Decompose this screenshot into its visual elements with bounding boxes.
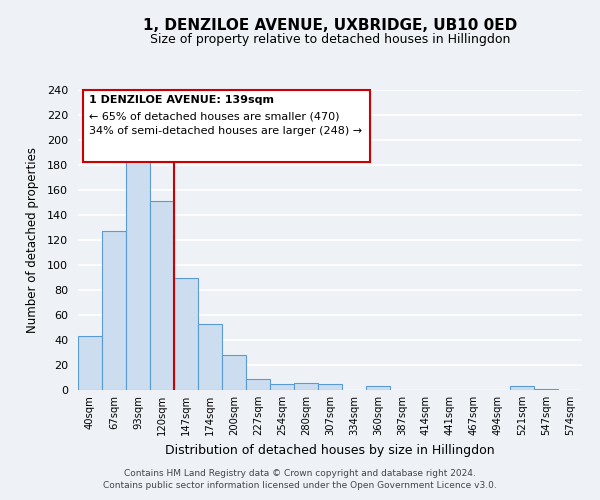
Bar — [222, 355, 246, 390]
Text: Size of property relative to detached houses in Hillingdon: Size of property relative to detached ho… — [150, 32, 510, 46]
Bar — [294, 382, 318, 390]
Bar — [510, 386, 534, 390]
Text: Contains public sector information licensed under the Open Government Licence v3: Contains public sector information licen… — [103, 481, 497, 490]
Bar — [270, 384, 294, 390]
Bar — [366, 386, 390, 390]
Y-axis label: Number of detached properties: Number of detached properties — [26, 147, 38, 333]
Bar — [150, 201, 174, 390]
X-axis label: Distribution of detached houses by size in Hillingdon: Distribution of detached houses by size … — [165, 444, 495, 456]
Bar — [78, 336, 102, 390]
Text: Contains HM Land Registry data © Crown copyright and database right 2024.: Contains HM Land Registry data © Crown c… — [124, 468, 476, 477]
Text: ← 65% of detached houses are smaller (470): ← 65% of detached houses are smaller (47… — [89, 111, 340, 121]
Text: 1, DENZILOE AVENUE, UXBRIDGE, UB10 0ED: 1, DENZILOE AVENUE, UXBRIDGE, UB10 0ED — [143, 18, 517, 32]
Bar — [198, 324, 222, 390]
Bar — [318, 384, 342, 390]
Bar — [246, 379, 270, 390]
Bar — [174, 278, 198, 390]
Bar — [534, 389, 558, 390]
Text: 1 DENZILOE AVENUE: 139sqm: 1 DENZILOE AVENUE: 139sqm — [89, 95, 274, 105]
Text: 34% of semi-detached houses are larger (248) →: 34% of semi-detached houses are larger (… — [89, 126, 362, 136]
Bar — [126, 146, 150, 390]
Bar — [102, 231, 126, 390]
